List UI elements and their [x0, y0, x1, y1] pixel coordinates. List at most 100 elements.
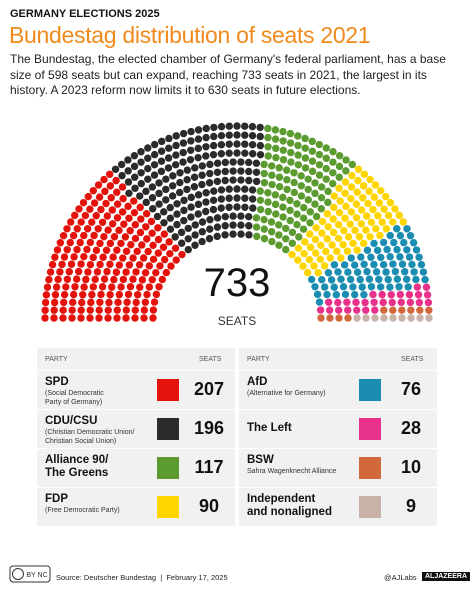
seat-dot	[415, 253, 423, 261]
seat-dot	[353, 306, 361, 314]
seat-dot	[335, 173, 343, 181]
seat-dot	[233, 149, 241, 157]
seat-dot	[194, 200, 203, 209]
seat-dot	[131, 314, 139, 322]
seat-dot	[279, 203, 287, 211]
seat-dot	[130, 197, 138, 205]
seat-dot	[355, 233, 364, 241]
seat-dot	[377, 186, 385, 195]
seat-dot	[306, 243, 315, 251]
seat-dot	[206, 160, 214, 169]
seat-dot	[378, 218, 386, 226]
seat-dot	[136, 228, 145, 237]
seat-dot	[248, 186, 257, 194]
seat-dot	[389, 260, 397, 268]
seat-dot	[271, 135, 280, 143]
seat-dot	[349, 239, 357, 248]
seat-dot	[96, 239, 104, 248]
seat-dot	[347, 208, 356, 216]
seat-dot	[157, 167, 166, 176]
seat-dot	[105, 170, 114, 178]
seat-dot	[288, 228, 297, 237]
seat-dot	[142, 187, 150, 196]
seat-dot	[341, 189, 349, 198]
seat-dot	[370, 298, 378, 306]
seat-dot	[124, 178, 133, 186]
column-header: PARTY	[247, 356, 270, 363]
party-row: FDP (Free Democratic Party) 90	[37, 487, 235, 526]
seat-dot	[339, 241, 347, 249]
seat-dot	[221, 212, 230, 221]
seat-dot	[322, 247, 330, 256]
seat-dot	[391, 205, 399, 213]
seat-dot	[70, 253, 78, 261]
seat-dot	[290, 178, 298, 187]
seat-dot	[50, 314, 58, 322]
seat-dot	[406, 298, 414, 307]
seat-dot	[173, 200, 181, 208]
seat-dot	[271, 200, 280, 209]
seat-dot	[71, 211, 79, 220]
seat-dot	[245, 231, 253, 239]
seat-dot	[378, 290, 386, 299]
seat-dot	[198, 228, 207, 236]
seat-dot	[187, 127, 195, 136]
seat-dot	[115, 261, 124, 269]
seat-dot	[335, 208, 344, 217]
party-row: The Left 28	[239, 409, 437, 448]
seat-dot	[376, 283, 385, 291]
seat-dot	[336, 197, 344, 205]
seat-dot	[86, 205, 94, 213]
seat-dot	[410, 268, 418, 276]
seat-dot	[62, 283, 70, 291]
seat-dot	[416, 314, 424, 322]
seat-dot	[326, 254, 335, 262]
seat-dot	[353, 268, 362, 276]
seat-dot	[384, 211, 393, 220]
seat-dot	[330, 203, 338, 212]
seat-dot	[217, 150, 226, 158]
seat-dot	[324, 198, 332, 207]
seat-dot	[322, 164, 330, 173]
seat-dot	[305, 255, 314, 264]
seat-dot	[187, 203, 195, 211]
seat-dot	[149, 314, 157, 322]
party-row: SPD (Social Democratic Party of Germany) 2…	[37, 370, 235, 409]
seat-dot	[225, 140, 233, 148]
seat-dot	[171, 244, 180, 252]
seat-dot	[229, 221, 237, 229]
seat-dot	[275, 221, 283, 229]
seat-dot	[173, 220, 181, 229]
seat-dot	[366, 232, 374, 241]
seat-dot	[357, 206, 366, 214]
seat-dot	[386, 252, 394, 261]
seat-dot	[304, 185, 312, 194]
seat-dot	[405, 290, 414, 299]
seat-dot	[375, 199, 384, 207]
seat-dot	[252, 214, 261, 222]
seat-dot	[152, 290, 161, 299]
seat-dot	[154, 224, 162, 232]
seat-dot	[172, 132, 180, 140]
seat-dot	[344, 233, 353, 241]
seat-dot	[396, 253, 404, 261]
seat-dot	[370, 260, 378, 269]
seat-dot	[78, 298, 86, 307]
seat-dot	[103, 267, 111, 276]
seat-dot	[209, 150, 218, 159]
seat-dot	[330, 192, 338, 200]
seat-dot	[129, 275, 137, 283]
seat-dot	[268, 171, 276, 179]
seat-dot	[367, 253, 375, 261]
seat-dot	[83, 225, 92, 233]
seat-dot	[342, 156, 350, 164]
seat-dot	[275, 183, 284, 191]
seat-dot	[264, 143, 272, 151]
seat-dot	[264, 152, 272, 160]
seat-dot	[293, 200, 301, 208]
seat-dot	[112, 268, 121, 276]
seat-dot	[335, 184, 343, 193]
seat-dot	[294, 151, 302, 159]
seat-dot	[107, 194, 115, 202]
seat-dot	[404, 283, 412, 291]
